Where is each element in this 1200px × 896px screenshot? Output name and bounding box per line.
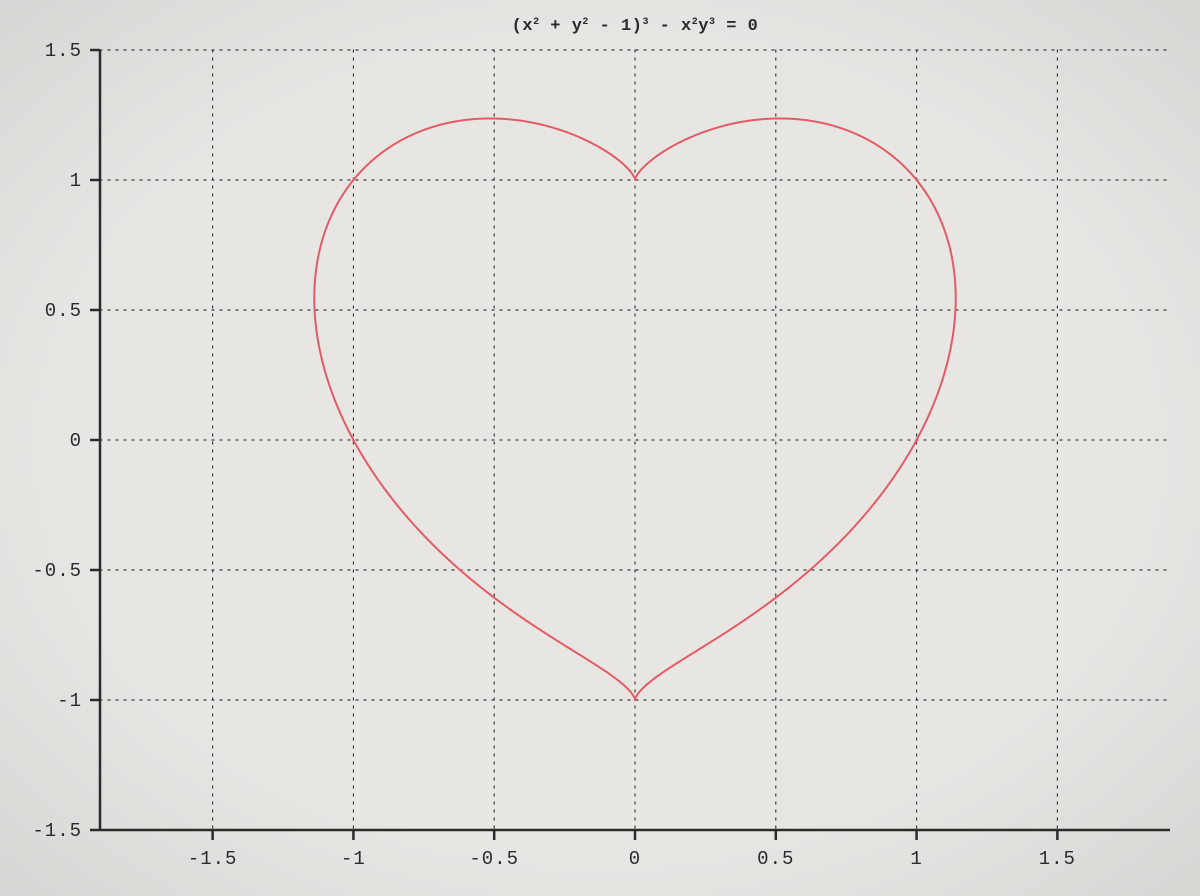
chart-title: (x2 + y2 - 1)3 - x2y3 = 0	[512, 17, 759, 36]
y-tick-label: 1.5	[45, 40, 82, 62]
x-tick-label: 1.5	[1039, 848, 1076, 870]
x-tick-label: -1	[341, 848, 366, 870]
x-tick-label: 0.5	[757, 848, 794, 870]
chart-container: -1.5 -1 -0.5 0 0.5 1 1.5 -1.5 -1 -0.5 0 0.5 1 1.5 (x2 …	[0, 0, 1200, 896]
y-tick-label: 0	[70, 430, 82, 452]
x-tick-label: 1	[910, 848, 922, 870]
x-tick-label: -1.5	[188, 848, 238, 870]
y-tick-label: 0.5	[45, 300, 82, 322]
chart-svg: -1.5 -1 -0.5 0 0.5 1 1.5 -1.5 -1 -0.5 0 0.5 1 1.5 (x2 …	[0, 0, 1200, 896]
y-tick-label: -1	[57, 690, 82, 712]
x-tick-label: -0.5	[469, 848, 519, 870]
y-tick-label: -1.5	[32, 820, 82, 842]
x-tick-label: 0	[629, 848, 641, 870]
y-tick-label: 1	[70, 170, 82, 192]
vignette	[0, 0, 1200, 896]
y-tick-label: -0.5	[32, 560, 82, 582]
